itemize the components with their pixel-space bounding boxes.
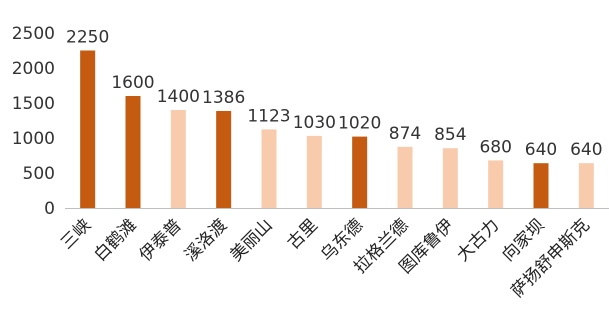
category-label: 三峡 (57, 215, 95, 253)
bar (80, 50, 96, 208)
bar (306, 135, 322, 208)
category-label: 大古力 (453, 215, 503, 265)
bar (170, 110, 186, 208)
bar (261, 129, 277, 208)
bars-group (80, 50, 594, 208)
bar (216, 110, 232, 208)
y-axis-ticks: 0 500 1000 1500 2000 2500 (12, 24, 55, 219)
y-tick-label: 1000 (12, 129, 55, 149)
category-label: 美丽山 (226, 215, 276, 265)
bar (352, 136, 368, 208)
y-tick-label: 500 (23, 164, 55, 184)
data-label: 640 (525, 140, 557, 160)
data-label: 680 (479, 137, 511, 157)
data-label: 854 (434, 125, 466, 145)
bar (578, 163, 594, 208)
bar (397, 146, 413, 208)
bar (442, 148, 458, 208)
category-label: 白鹤滩 (90, 215, 140, 265)
y-tick-label: 2000 (12, 59, 55, 79)
data-label: 874 (389, 124, 421, 144)
data-label: 1020 (338, 114, 381, 134)
bar (488, 160, 504, 208)
y-tick-label: 1500 (12, 94, 55, 114)
data-label: 1400 (157, 87, 200, 107)
data-label: 1600 (111, 73, 154, 93)
data-label: 1123 (247, 106, 290, 126)
data-label: 1386 (202, 88, 245, 108)
category-label: 伊泰普 (136, 215, 186, 265)
bar (533, 163, 549, 208)
data-label: 1030 (293, 113, 336, 133)
category-label: 溪洛渡 (181, 215, 231, 265)
data-label: 2250 (66, 28, 109, 48)
data-label: 640 (570, 140, 602, 160)
y-tick-label: 2500 (12, 24, 55, 44)
bar (125, 96, 141, 208)
y-tick-label: 0 (44, 199, 55, 219)
category-label: 古里 (284, 215, 322, 253)
